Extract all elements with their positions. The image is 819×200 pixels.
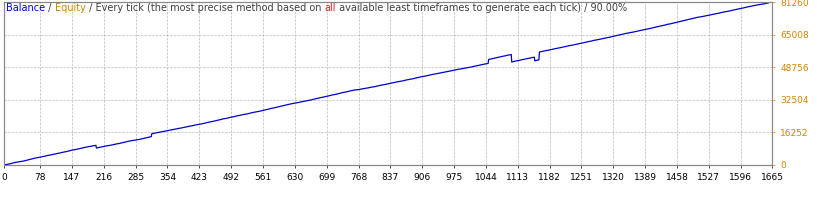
- Text: Equity: Equity: [55, 3, 85, 13]
- Text: available least timeframes to generate each tick) / 90.00%: available least timeframes to generate e…: [335, 3, 626, 13]
- Text: Balance: Balance: [6, 3, 45, 13]
- Text: /: /: [45, 3, 55, 13]
- Text: / Every tick (the most precise method based on: / Every tick (the most precise method ba…: [85, 3, 324, 13]
- Text: all: all: [324, 3, 335, 13]
